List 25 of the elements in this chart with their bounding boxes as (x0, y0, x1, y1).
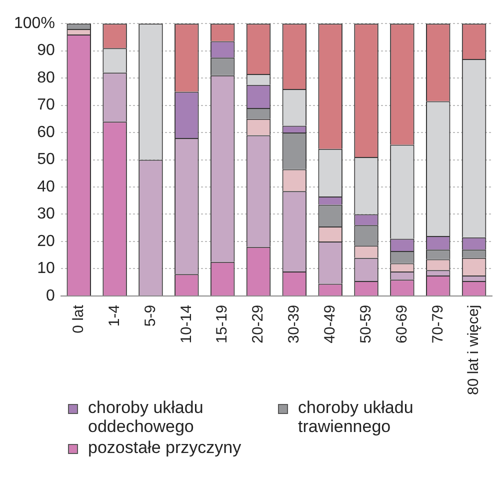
y-tick-label: 90 (37, 42, 56, 60)
y-tick-label: 20 (37, 232, 56, 250)
y-tick-label: 70 (37, 96, 56, 114)
y-tick-label: 30 (37, 206, 56, 223)
x-tick-label: 60-69 (393, 304, 410, 344)
y-tick-label: 80 (37, 69, 56, 86)
y-tick-label: 40 (37, 178, 56, 196)
x-tick-label: 40-49 (321, 304, 338, 344)
x-tick-label: 70-79 (429, 304, 446, 344)
x-tick-label: 10-14 (178, 304, 195, 344)
legend-label: pozostałe przyczyny (88, 438, 242, 457)
x-tick-label: 80 lat i więcej (465, 304, 482, 396)
x-tick-label: 20-29 (250, 304, 267, 344)
x-tick-label: 1-4 (106, 304, 123, 327)
x-tick-label: 0 lat (70, 304, 88, 334)
x-tick-label: 30-39 (286, 304, 303, 344)
x-tick-label: 5-9 (142, 304, 159, 327)
y-tick-label: 60 (37, 124, 56, 141)
y-tick-label: 10 (37, 260, 56, 278)
x-tick-label: 50-59 (357, 304, 374, 344)
x-tick-label: 15-19 (214, 304, 231, 344)
y-tick-label: 50 (37, 151, 56, 168)
legend-label: choroby układu trawiennego (298, 398, 414, 436)
y-tick-label: 100% (14, 15, 55, 32)
y-tick-label: 0 (46, 287, 56, 304)
